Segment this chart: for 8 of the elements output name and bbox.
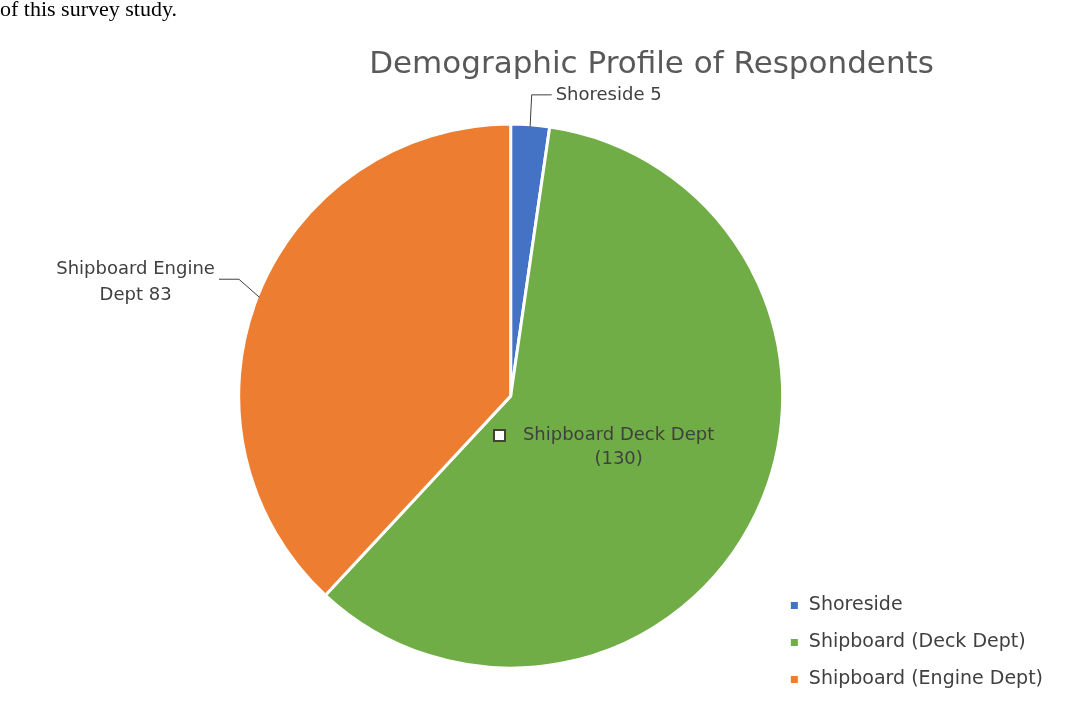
- chart-title: Demographic Profile of Respondents: [369, 43, 934, 80]
- data-label: Shipboard Engine Dept 83: [56, 256, 215, 304]
- data-label: Shipboard Deck Dept (130): [522, 423, 715, 469]
- legend-label: Shoreside: [808, 592, 903, 615]
- data-label: Shoreside 5: [555, 82, 662, 104]
- text: of this survey study.: [0, 0, 178, 22]
- legend-label: Shipboard (Deck Dept): [808, 629, 1026, 652]
- legend-label: Shipboard (Engine Dept): [808, 666, 1044, 689]
